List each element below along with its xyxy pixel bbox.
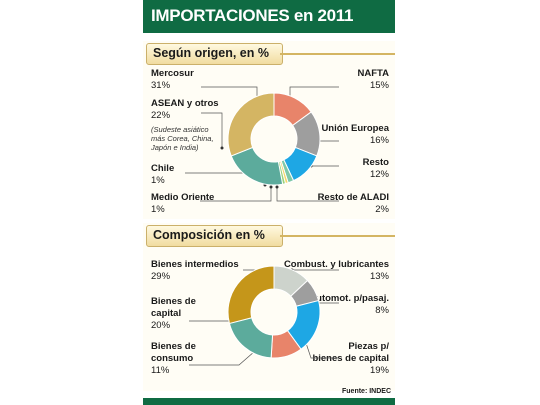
infographic-panel: IMPORTACIONES en 2011 Según origen, en %… <box>143 0 395 405</box>
label-piezas-value: 19% <box>369 365 389 376</box>
label-chile: Chile 1% <box>151 163 174 187</box>
label-piezas: Piezas p/ bienes de capital 19% <box>312 341 389 377</box>
label-medio-oriente-name: Medio Oriente <box>151 192 215 203</box>
page-title: IMPORTACIONES en 2011 <box>151 6 354 25</box>
leader-line-1 <box>201 112 223 148</box>
label-bienes-consumo-value: 11% <box>151 365 170 376</box>
label-resto: Resto 12% <box>363 157 389 181</box>
origin-donut <box>227 92 321 186</box>
source-note: Fuente: INDEC <box>342 388 391 395</box>
label-bienes-capital-line-2: capital <box>151 308 182 319</box>
label-piezas-line-1: Piezas p/ <box>348 341 389 352</box>
label-bienes-intermedios-name: Bienes intermedios <box>151 259 239 270</box>
label-bienes-capital-line-1: Bienes de <box>151 296 196 307</box>
label-mercosur-name: Mercosur <box>151 68 194 79</box>
label-mercosur: Mercosur 31% <box>151 68 194 92</box>
label-bienes-capital: Bienes de capital 20% <box>151 296 196 332</box>
leader-dot-7 <box>275 185 279 189</box>
label-asean-note-line-3: Japón e India) <box>151 143 199 152</box>
label-automotores: Automot. p/pasaj. 8% <box>309 293 389 317</box>
composition-header-rule <box>280 235 395 237</box>
label-asean-note: (Sudeste asiático más Corea, China, Japó… <box>151 125 214 152</box>
leader-dot-1 <box>220 146 224 150</box>
composition-slice-5 <box>227 265 275 325</box>
leader-line-7 <box>276 187 339 202</box>
leader-line-3 <box>200 187 272 202</box>
origin-section-header: Según origen, en % <box>146 43 283 65</box>
charts-canvas <box>185 86 339 366</box>
label-piezas-line-2: bienes de capital <box>312 353 389 364</box>
label-resto-aladi: Resto de ALADI 2% <box>318 192 389 216</box>
label-bienes-intermedios: Bienes intermedios 29% <box>151 259 239 283</box>
label-medio-oriente-value: 1% <box>151 204 165 215</box>
label-nafta: NAFTA 15% <box>358 68 389 92</box>
label-resto-value: 12% <box>369 169 389 180</box>
leader-line-10 <box>189 350 256 366</box>
label-nafta-name: NAFTA <box>357 68 389 79</box>
composition-chart-title: Composición en % <box>153 228 265 242</box>
leader-dot-3 <box>269 185 273 189</box>
label-union-europea-name: Unión Europea <box>321 123 389 134</box>
label-bienes-consumo-line-1: Bienes de <box>151 341 196 352</box>
label-bienes-consumo-line-2: consumo <box>151 353 194 364</box>
composition-slice-4 <box>228 317 274 359</box>
label-nafta-value: 15% <box>369 80 389 91</box>
label-asean-value: 22% <box>151 110 171 121</box>
label-union-europea-value: 16% <box>369 135 389 146</box>
label-bienes-intermedios-value: 29% <box>151 271 171 282</box>
label-asean-note-line-1: (Sudeste asiático <box>151 125 209 134</box>
label-asean-note-line-2: más Corea, China, <box>151 134 214 143</box>
label-automotores-name: Automot. p/pasaj. <box>309 293 389 304</box>
label-combustibles-value: 13% <box>369 271 389 282</box>
label-medio-oriente: Medio Oriente 1% <box>151 192 214 216</box>
label-asean: ASEAN y otros 22% <box>151 98 219 122</box>
bottom-bar <box>143 398 395 405</box>
label-asean-name: ASEAN y otros <box>151 98 219 109</box>
origin-section <box>143 41 395 219</box>
origin-chart-title: Según origen, en % <box>153 46 269 60</box>
label-combustibles-name: Combust. y lubricantes <box>283 259 389 270</box>
label-combustibles: Combust. y lubricantes 13% <box>284 259 389 283</box>
label-bienes-capital-value: 20% <box>151 320 171 331</box>
label-union-europea: Unión Europea 16% <box>321 123 389 147</box>
origin-slice-7 <box>227 92 275 157</box>
label-resto-name: Resto <box>362 157 389 168</box>
composition-donut <box>227 265 321 359</box>
label-resto-aladi-name: Resto de ALADI <box>317 192 389 203</box>
label-automotores-value: 8% <box>375 305 389 316</box>
composition-section <box>143 223 395 391</box>
origin-header-rule <box>280 53 395 55</box>
label-chile-value: 1% <box>151 175 165 186</box>
label-resto-aladi-value: 2% <box>375 204 389 215</box>
title-bar: IMPORTACIONES en 2011 <box>143 0 395 33</box>
label-chile-name: Chile <box>151 163 175 174</box>
label-mercosur-value: 31% <box>151 80 171 91</box>
composition-section-header: Composición en % <box>146 225 283 247</box>
label-bienes-consumo: Bienes de consumo 11% <box>151 341 196 377</box>
